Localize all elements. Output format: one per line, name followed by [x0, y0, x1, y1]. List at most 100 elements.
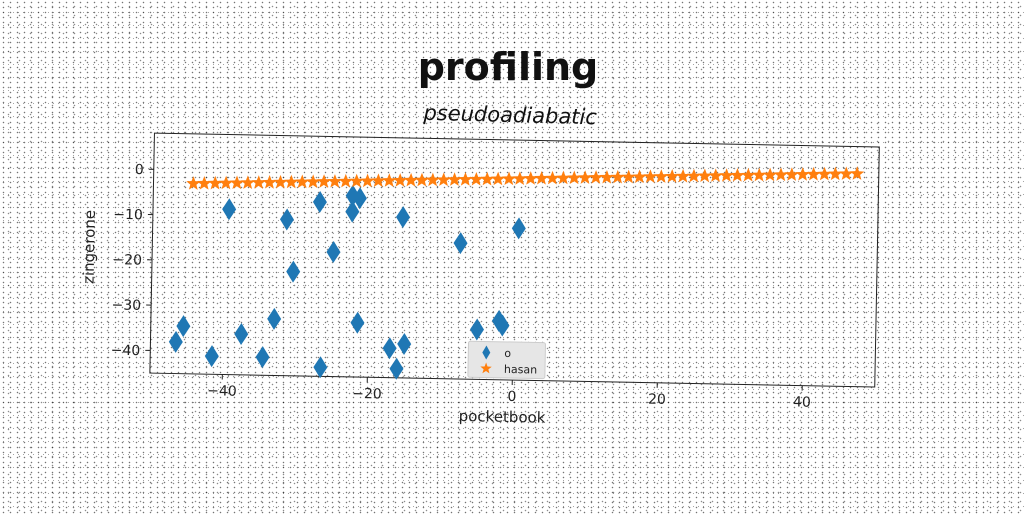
star-point: [393, 173, 408, 187]
diamond-point: [397, 333, 411, 355]
star-point: [502, 171, 517, 185]
y-tick-label: −40: [111, 343, 141, 360]
legend: o hasan: [468, 341, 546, 378]
star-point: [665, 169, 680, 183]
star-point: [328, 174, 343, 188]
y-tick-label: −10: [113, 207, 143, 224]
diamond-point: [326, 241, 340, 263]
star-point: [850, 166, 865, 180]
legend-label-o: o: [504, 347, 511, 360]
x-tick-label: −40: [207, 383, 237, 400]
star-point: [415, 173, 430, 187]
legend-label-hasan: hasan: [504, 363, 537, 377]
star-point: [763, 167, 778, 181]
plot-area: −40 −20 0 20 40 0 −10 −20 −30 −40 pocketbook zin…: [77, 132, 879, 433]
star-point: [523, 171, 538, 185]
star-point: [284, 175, 299, 189]
star-point: [774, 167, 789, 181]
diamond-point: [176, 315, 190, 337]
diamond-point: [382, 337, 396, 359]
diamond-point: [313, 191, 327, 213]
star-point: [589, 170, 604, 184]
star-point: [469, 172, 484, 186]
star-point: [513, 171, 528, 185]
star-point: [567, 170, 582, 184]
star-point: [219, 176, 234, 190]
diamond-point: [205, 345, 219, 367]
star-point: [600, 170, 615, 184]
star-point: [425, 172, 440, 186]
star-point: [317, 174, 332, 188]
star-point: [828, 166, 843, 180]
star-point: [719, 168, 734, 182]
star-point: [708, 168, 723, 182]
star-point: [643, 169, 658, 183]
star-point: [817, 167, 832, 181]
star-point: [306, 174, 321, 188]
diamond-point: [286, 261, 300, 283]
diamond-point: [389, 358, 403, 380]
y-tick-label: −30: [111, 297, 141, 314]
diamond-point: [350, 312, 364, 334]
star-point: [241, 175, 256, 189]
star-point: [273, 175, 288, 189]
star-point: [480, 172, 495, 186]
star-point: [795, 167, 810, 181]
chart-title: profiling: [418, 45, 599, 89]
diamond-point: [267, 308, 281, 330]
star-point: [545, 171, 560, 185]
star-point: [556, 171, 571, 185]
diamond-point: [222, 198, 236, 220]
star-point: [785, 167, 800, 181]
x-tick-label: 20: [648, 392, 666, 408]
star-point: [839, 166, 854, 180]
star-point: [360, 173, 375, 187]
diamond-point: [470, 318, 484, 340]
x-tick-label: 0: [507, 389, 516, 405]
diamond-point: [396, 206, 410, 228]
x-tick-label: 40: [793, 394, 811, 410]
diamond-point: [234, 323, 248, 345]
diamond-point: [512, 217, 526, 239]
star-point: [752, 168, 767, 182]
y-tick-label: 0: [135, 162, 144, 178]
star-point: [741, 168, 756, 182]
star-point: [730, 168, 745, 182]
star-point: [632, 169, 647, 183]
diamond-point: [169, 331, 183, 353]
star-point: [491, 172, 506, 186]
diamond-point: [255, 346, 269, 368]
y-axis: 0 −10 −20 −30 −40: [111, 162, 154, 360]
star-point: [230, 175, 245, 189]
star-point: [676, 169, 691, 183]
star-point: [458, 172, 473, 186]
diamond-point: [453, 232, 467, 254]
chart-subtitle: pseudoadiabatic: [422, 101, 597, 130]
y-axis-label: zingerone: [80, 210, 99, 284]
star-point: [610, 170, 625, 184]
star-point: [371, 173, 386, 187]
star-point: [338, 174, 353, 188]
x-axis-label: pocketbook: [459, 407, 546, 427]
star-point: [447, 172, 462, 186]
star-point: [186, 176, 201, 190]
star-point: [262, 175, 277, 189]
star-point: [295, 174, 310, 188]
diamond-point: [313, 356, 327, 378]
star-point: [687, 169, 702, 183]
star-point: [208, 176, 223, 190]
star-point: [621, 170, 636, 184]
star-point: [382, 173, 397, 187]
x-tick-label: −20: [352, 386, 382, 403]
star-point: [349, 174, 364, 188]
y-tick-label: −20: [112, 252, 142, 269]
star-point: [197, 176, 212, 190]
star-point: [578, 170, 593, 184]
star-point: [404, 173, 419, 187]
star-point: [806, 167, 821, 181]
star-point: [654, 169, 669, 183]
star-point: [436, 172, 451, 186]
star-point: [697, 168, 712, 182]
